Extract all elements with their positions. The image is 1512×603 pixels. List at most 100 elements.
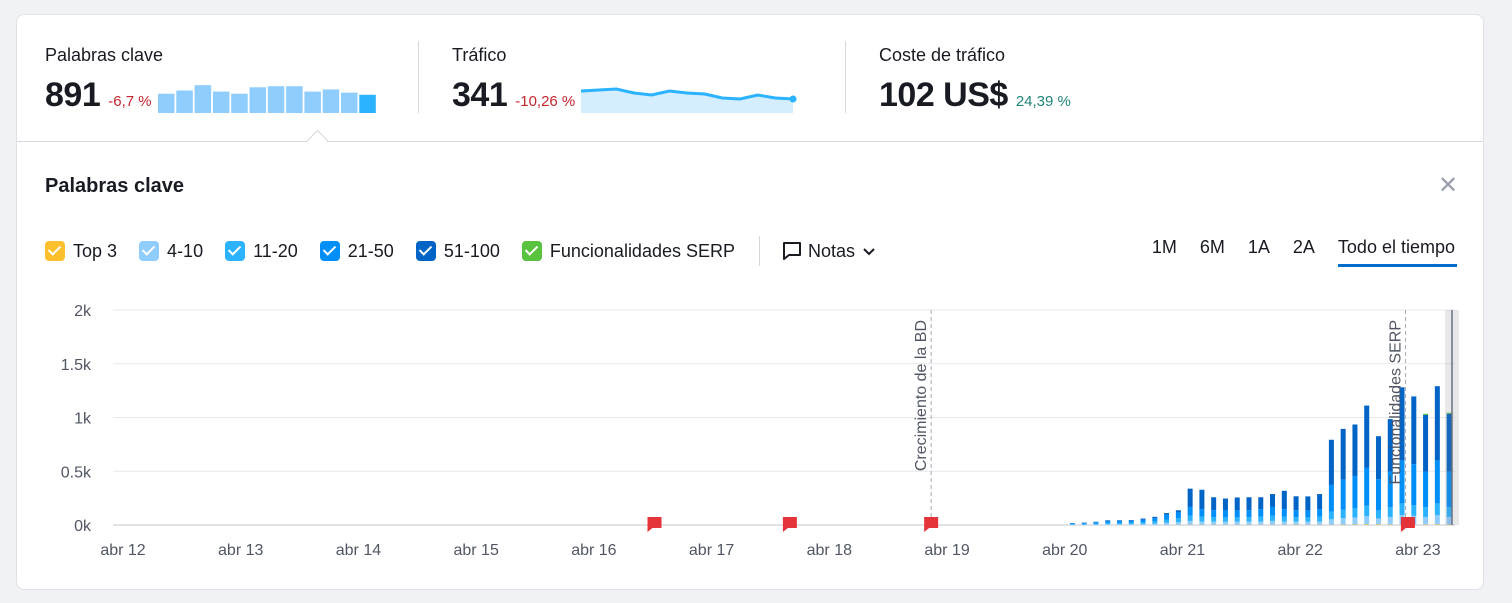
notes-dropdown[interactable]: Notas <box>782 241 883 262</box>
range-tab[interactable]: 2A <box>1292 237 1315 257</box>
sparkline-bar <box>358 94 376 113</box>
bar-segment <box>1375 518 1381 525</box>
bar-segment <box>1375 436 1381 480</box>
bar-segment <box>1434 460 1440 504</box>
range-selector: 1M 6M 1A 2A Todo el tiempo <box>1129 237 1457 267</box>
bar-segment <box>1364 405 1370 468</box>
x-tick-label: abr 15 <box>453 542 498 559</box>
bar-segment <box>1434 515 1440 525</box>
bar-segment <box>1340 509 1346 519</box>
bar-segment <box>1270 494 1276 507</box>
bar-segment <box>1093 521 1099 523</box>
checkbox-icon[interactable] <box>225 241 246 261</box>
bar-segment <box>1364 467 1370 506</box>
metric-keywords-value: 891 <box>45 76 101 114</box>
checkbox-icon[interactable] <box>521 241 542 261</box>
bar-segment <box>1446 507 1452 517</box>
flag-shape <box>782 517 797 532</box>
x-tick-label: abr 19 <box>924 542 969 559</box>
checkbox-icon[interactable] <box>45 241 65 261</box>
metric-cost-delta: 24,39 % <box>1015 93 1071 110</box>
bar-segment <box>1423 471 1429 508</box>
bar-segment <box>1423 524 1429 525</box>
range-tab[interactable]: 6M <box>1199 237 1225 257</box>
legend-item[interactable]: 4-10 <box>139 241 203 262</box>
x-tick-label: abr 21 <box>1160 542 1205 559</box>
bar-segment <box>1187 515 1193 521</box>
range-tab[interactable]: 1A <box>1247 237 1270 257</box>
x-tick-label: abr 13 <box>218 542 263 559</box>
bar-segment <box>1317 516 1323 522</box>
y-tick-label: 2k <box>74 303 92 320</box>
bar-segment <box>1281 521 1287 525</box>
keywords-card: Palabras clave 891 -6,7 % Tráfico 341 -1… <box>16 14 1484 590</box>
bar-segment <box>1305 510 1311 518</box>
bar-segment <box>1222 521 1228 525</box>
bar-segment <box>1411 464 1417 506</box>
sparkline-bar <box>322 89 339 113</box>
flag-icon <box>1400 517 1415 532</box>
bar-segment <box>1270 520 1276 525</box>
legend-item[interactable]: Funcionalidades SERP <box>521 241 735 262</box>
bar-segment <box>1411 396 1417 465</box>
bar-segment <box>1140 518 1146 520</box>
summary-bar: Palabras clave 891 -6,7 % Tráfico 341 -1… <box>17 15 1483 142</box>
legend-item[interactable]: 21-50 <box>319 241 394 262</box>
bar-segment <box>1258 521 1264 525</box>
legend-item[interactable]: Top 3 <box>45 241 117 262</box>
bar-segment <box>1222 517 1228 522</box>
bar-segment <box>1340 518 1346 525</box>
bar-segment <box>1152 523 1158 525</box>
bar-segment <box>1140 522 1146 524</box>
bar-segment <box>1340 428 1346 480</box>
flag-icon <box>647 517 662 532</box>
legend-label: 51-100 <box>443 240 500 261</box>
bar-segment <box>1364 524 1370 525</box>
range-tab[interactable]: 1M <box>1151 237 1177 257</box>
bar-segment <box>1387 507 1393 517</box>
bar-segment <box>1399 460 1405 504</box>
legend-item[interactable]: 51-100 <box>415 240 500 262</box>
y-tick-label: 1k <box>74 411 92 428</box>
metric-traffic-label: Tráfico <box>452 45 507 65</box>
bar-segment <box>1152 518 1158 522</box>
bar-segment <box>1069 523 1075 525</box>
bar-segment <box>1317 509 1323 517</box>
checkbox-icon[interactable] <box>319 241 340 261</box>
bar-segment <box>1199 489 1205 510</box>
metric-traffic[interactable]: Tráfico 341 -10,26 % <box>452 45 797 113</box>
bar-segment <box>1140 523 1146 525</box>
checkbox-icon[interactable] <box>139 241 160 261</box>
checkbox-icon[interactable] <box>415 241 436 261</box>
metric-traffic-value: 341 <box>452 76 508 114</box>
metric-keywords[interactable]: Palabras clave 891 -6,7 % <box>45 45 376 113</box>
legend-item[interactable]: 11-20 <box>225 241 298 262</box>
bar-segment <box>1105 522 1111 525</box>
bar-segment <box>1328 511 1334 520</box>
x-tick-label: abr 17 <box>689 542 734 559</box>
flag-shape <box>1400 517 1415 532</box>
bar-segment <box>1352 424 1358 477</box>
metric-cost[interactable]: Coste de tráfico 102 US$ 24,39 % <box>879 45 1071 113</box>
x-tick-label: abr 23 <box>1395 542 1440 559</box>
bar-segment <box>1399 503 1405 516</box>
bar-segment <box>1093 523 1099 525</box>
range-tab[interactable]: Todo el tiempo <box>1337 237 1457 267</box>
bar-segment <box>1328 484 1334 512</box>
bar-segment <box>1258 516 1264 522</box>
bar-segment <box>1211 517 1217 522</box>
x-tick-label: abr 14 <box>336 542 381 559</box>
bar-segment <box>1423 507 1429 517</box>
bar-segment <box>1258 509 1264 517</box>
bar-segment <box>1222 498 1228 511</box>
traffic-sparkline <box>581 87 797 113</box>
bar-segment <box>1152 521 1158 524</box>
x-tick-label: abr 18 <box>807 542 852 559</box>
bar-segment <box>1281 516 1287 522</box>
sparkline-bar <box>267 86 284 113</box>
bar-segment <box>1175 512 1181 519</box>
sparkline-bar <box>212 91 229 113</box>
close-icon[interactable]: ✕ <box>1437 172 1459 199</box>
bar-segment <box>1081 523 1087 524</box>
sparkline-bar <box>340 92 358 113</box>
